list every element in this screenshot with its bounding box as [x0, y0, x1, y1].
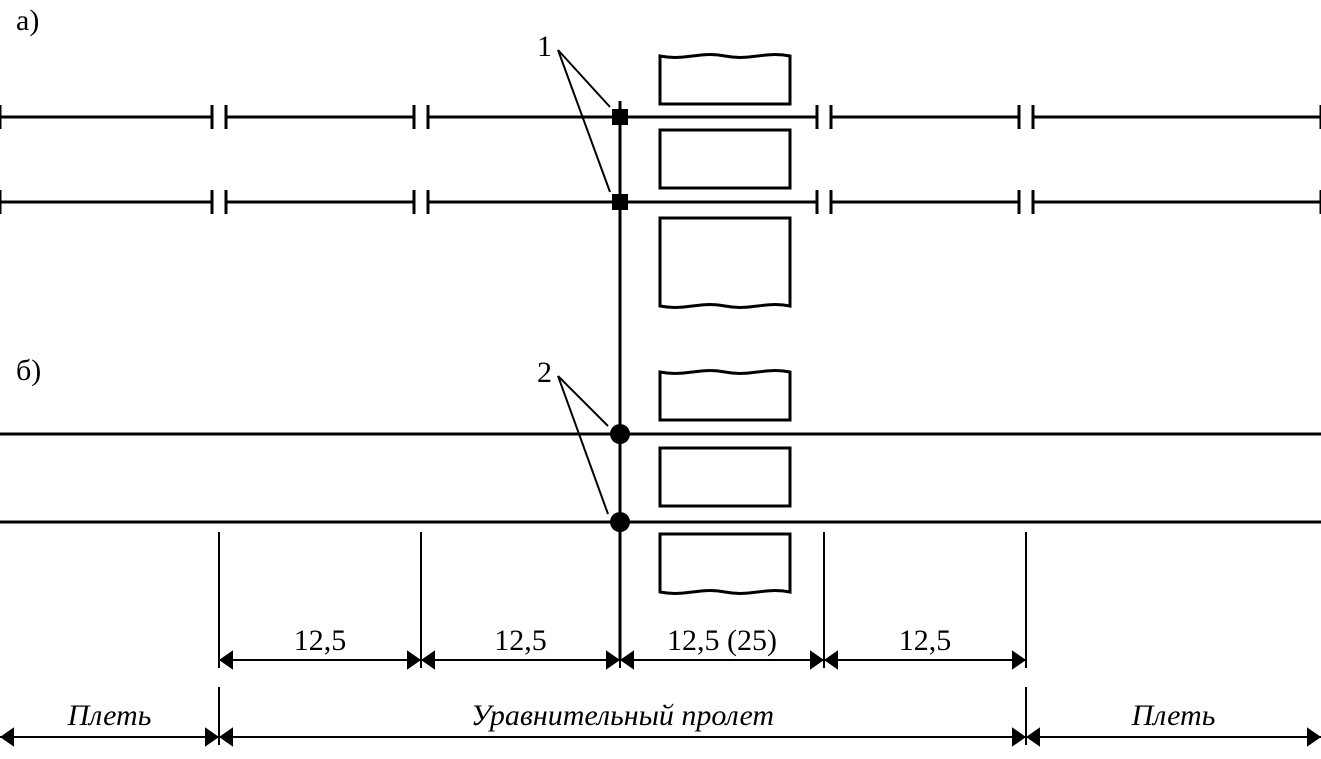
track-diagram: 1 2 12,5 12,5 12,5 (25) 12,5 Плеть Уравнительны… [0, 0, 1321, 759]
svg-text:12,5: 12,5 [294, 624, 347, 657]
svg-text:12,5: 12,5 [494, 624, 547, 657]
joint-marker-square [612, 194, 628, 210]
svg-text:Уравнительный пролет: Уравнительный пролет [471, 699, 774, 732]
svg-text:1: 1 [537, 30, 552, 63]
weld-marker-dot [610, 424, 630, 444]
svg-text:12,5 (25): 12,5 (25) [667, 624, 777, 657]
svg-text:2: 2 [537, 356, 552, 389]
svg-text:12,5: 12,5 [899, 624, 952, 657]
joint-marker-square [612, 109, 628, 125]
svg-text:Плеть: Плеть [67, 699, 152, 732]
weld-marker-dot [610, 512, 630, 532]
svg-text:б): б) [16, 354, 41, 387]
svg-text:а): а) [16, 4, 39, 37]
svg-text:Плеть: Плеть [1131, 699, 1216, 732]
